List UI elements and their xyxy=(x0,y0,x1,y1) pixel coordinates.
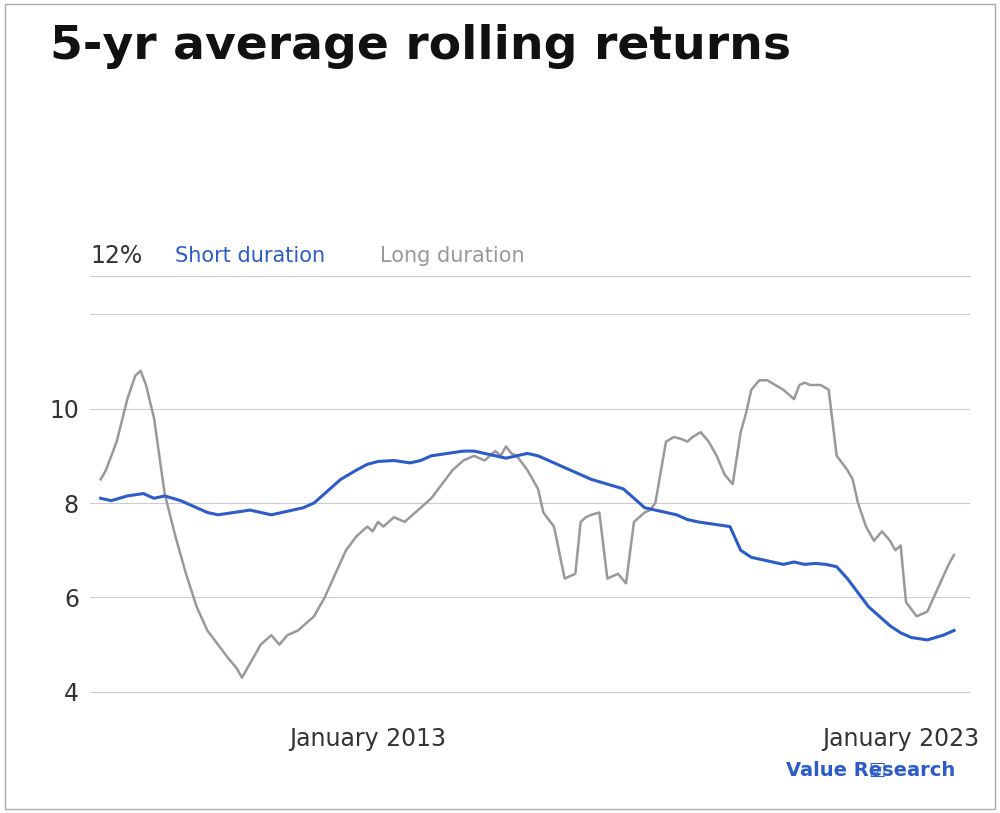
Text: 12%: 12% xyxy=(90,244,142,268)
Text: ☑: ☑ xyxy=(868,762,886,780)
Text: 5-yr average rolling returns: 5-yr average rolling returns xyxy=(50,24,791,69)
Text: Short duration: Short duration xyxy=(175,246,325,266)
Text: Value Research: Value Research xyxy=(786,762,955,780)
Text: Long duration: Long duration xyxy=(380,246,525,266)
